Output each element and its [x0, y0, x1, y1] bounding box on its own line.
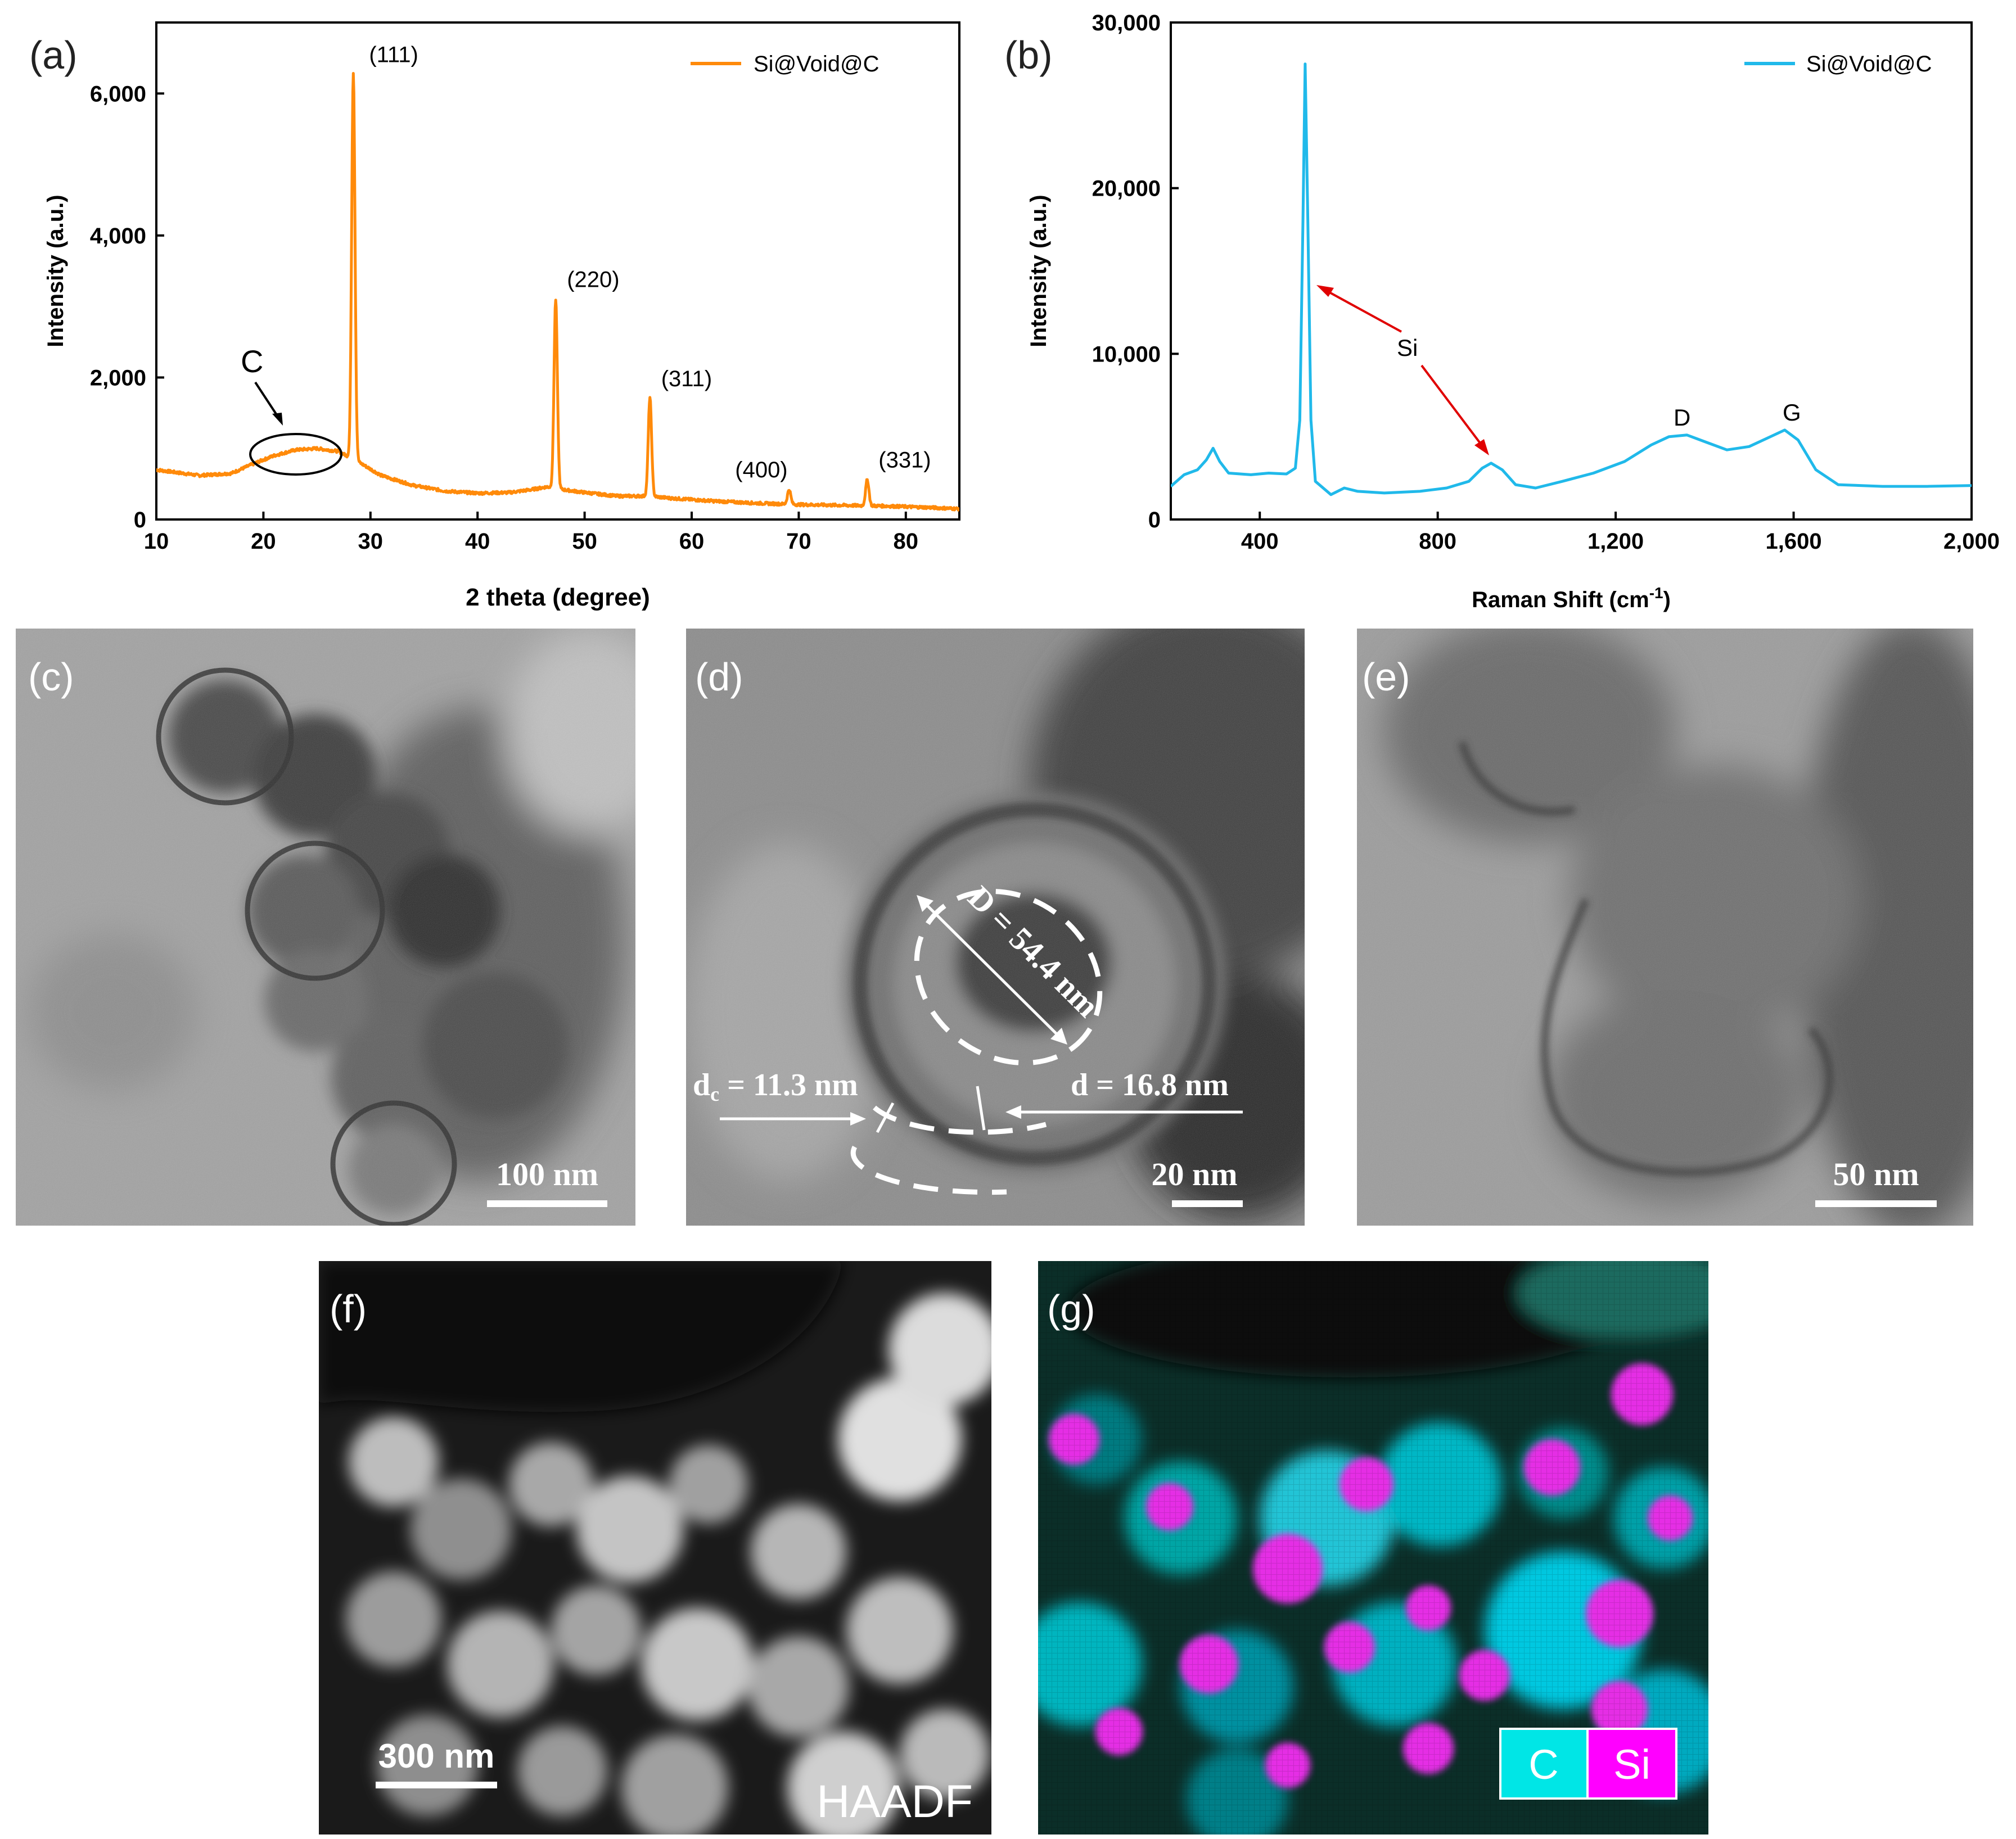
legend-label-a: Si@Void@C [754, 52, 880, 76]
panel-label-d: (d) [695, 655, 743, 699]
scale-label-e: 50 nm [1833, 1156, 1919, 1192]
x-tick-label-a: 30 [358, 529, 384, 554]
legend-a: Si@Void@C [691, 52, 880, 76]
legend-swatch-silicon [1586, 1728, 1677, 1800]
x-tick-label-a: 80 [894, 529, 919, 554]
y-axis-label-a: Intensity (a.u.) [43, 195, 68, 347]
shell-outline-1 [873, 1105, 1047, 1135]
core-outline [914, 888, 1103, 1066]
shell-measure [876, 1102, 895, 1133]
x-tick-label-b: 800 [1419, 529, 1456, 554]
x-tick-label-a: 20 [251, 529, 276, 554]
scale-label-f: 300 nm [378, 1737, 495, 1775]
peak-label: (331) [878, 448, 931, 472]
shell-thickness-label: dc = 11.3 nm [693, 1068, 858, 1105]
carbon-hump-ellipse [249, 433, 342, 476]
y-axis-ticks-a: 0 2,000 4,000 6,000 [90, 82, 164, 532]
g-band-label: G [1783, 399, 1801, 426]
y-axis-ticks-b: 0 10,000 20,000 30,000 [1092, 11, 1179, 532]
legend-b: Si@Void@C [1744, 52, 1932, 76]
y-tick-label-b: 10,000 [1092, 342, 1161, 367]
shell-pointer-head [850, 1112, 866, 1126]
y-tick-label-a: 2,000 [90, 365, 146, 390]
x-tick-label-a: 50 [572, 529, 597, 554]
plot-frame-b [1170, 21, 1973, 521]
peak-labels: (111) (220) (311) (400) (331) [369, 42, 931, 482]
legend-label-b: Si@Void@C [1806, 52, 1932, 76]
peak-label: (311) [661, 367, 712, 391]
diameter-arrow-2 [1050, 1028, 1067, 1045]
x-tick-label-a: 60 [679, 529, 705, 554]
y-tick-label-a: 0 [134, 508, 146, 532]
void-thickness-label: d = 16.8 nm [1071, 1068, 1229, 1103]
void-measure [976, 1086, 986, 1131]
panel-label-b: (b) [1004, 33, 1053, 77]
tem-image-e [1357, 629, 1973, 1226]
si-arrow-2 [1420, 364, 1485, 449]
x-tick-label-a: 70 [786, 529, 811, 554]
haadf-image-f [319, 1261, 991, 1835]
y-tick-label-b: 30,000 [1092, 11, 1161, 35]
tem-image-d [686, 629, 1305, 1226]
carbon-arrow-head [272, 413, 283, 426]
legend-label-silicon: Si [1613, 1741, 1650, 1788]
scale-label-d: 20 nm [1151, 1156, 1237, 1192]
haadf-label: HAADF [817, 1776, 973, 1827]
x-tick-label-a: 10 [144, 529, 169, 554]
x-tick-label-b: 400 [1241, 529, 1279, 554]
panel-label-e: (e) [1362, 655, 1410, 699]
carbon-annotation: C [241, 344, 263, 379]
void-pointer-head [1005, 1105, 1021, 1119]
peak-label: (220) [567, 268, 619, 292]
si-arrow-2-head [1474, 439, 1489, 455]
y-tick-label-b: 20,000 [1092, 177, 1161, 201]
si-arrow-1-head [1316, 285, 1334, 297]
panel-label-f: (f) [330, 1287, 367, 1331]
eds-map-g [1038, 1261, 1708, 1835]
y-tick-label-a: 4,000 [90, 224, 146, 248]
raman-series-line [1171, 62, 1972, 496]
legend-label-carbon: C [1528, 1741, 1558, 1788]
diameter-arrow-1 [917, 895, 933, 912]
panel-label-a: (a) [29, 33, 78, 77]
y-axis-label-b: Intensity (a.u.) [1026, 195, 1051, 347]
si-annotation: Si [1397, 335, 1418, 361]
x-axis-label-a: 2 theta (degree) [466, 584, 650, 611]
x-axis-ticks-a: 10 20 30 40 50 60 70 80 [144, 512, 918, 554]
chart-raman: 400 800 1,200 1,600 2,000 0 10,000 20,000 30,00… [1004, 11, 2000, 612]
tem-image-c [16, 629, 635, 1226]
peak-label: (400) [735, 458, 787, 482]
shell-outline-2 [850, 1145, 1007, 1195]
x-tick-label-b: 2,000 [1943, 529, 2000, 554]
x-tick-label-b: 1,200 [1587, 529, 1644, 554]
si-arrow-1 [1324, 288, 1402, 333]
plot-frame-a [155, 21, 960, 521]
diameter-line [920, 898, 1064, 1041]
y-tick-label-a: 6,000 [90, 82, 146, 106]
x-tick-label-a: 40 [465, 529, 490, 554]
x-axis-ticks-b: 400 800 1,200 1,600 2,000 [1241, 512, 2000, 554]
panel-label-c: (c) [28, 655, 74, 699]
d-band-label: D [1674, 404, 1690, 431]
x-tick-label-b: 1,600 [1766, 529, 1822, 554]
x-axis-label-b: Raman Shift (cm-1) [1472, 584, 1671, 612]
y-tick-label-b: 0 [1148, 508, 1161, 532]
peak-label: (111) [369, 42, 418, 67]
panel-label-g: (g) [1047, 1287, 1095, 1331]
xrd-series-line [156, 72, 959, 512]
si-arrows [1316, 285, 1489, 455]
legend-swatch-carbon [1499, 1728, 1589, 1800]
eds-legend: C Si [1499, 1728, 1677, 1800]
scale-label-c: 100 nm [496, 1156, 598, 1192]
